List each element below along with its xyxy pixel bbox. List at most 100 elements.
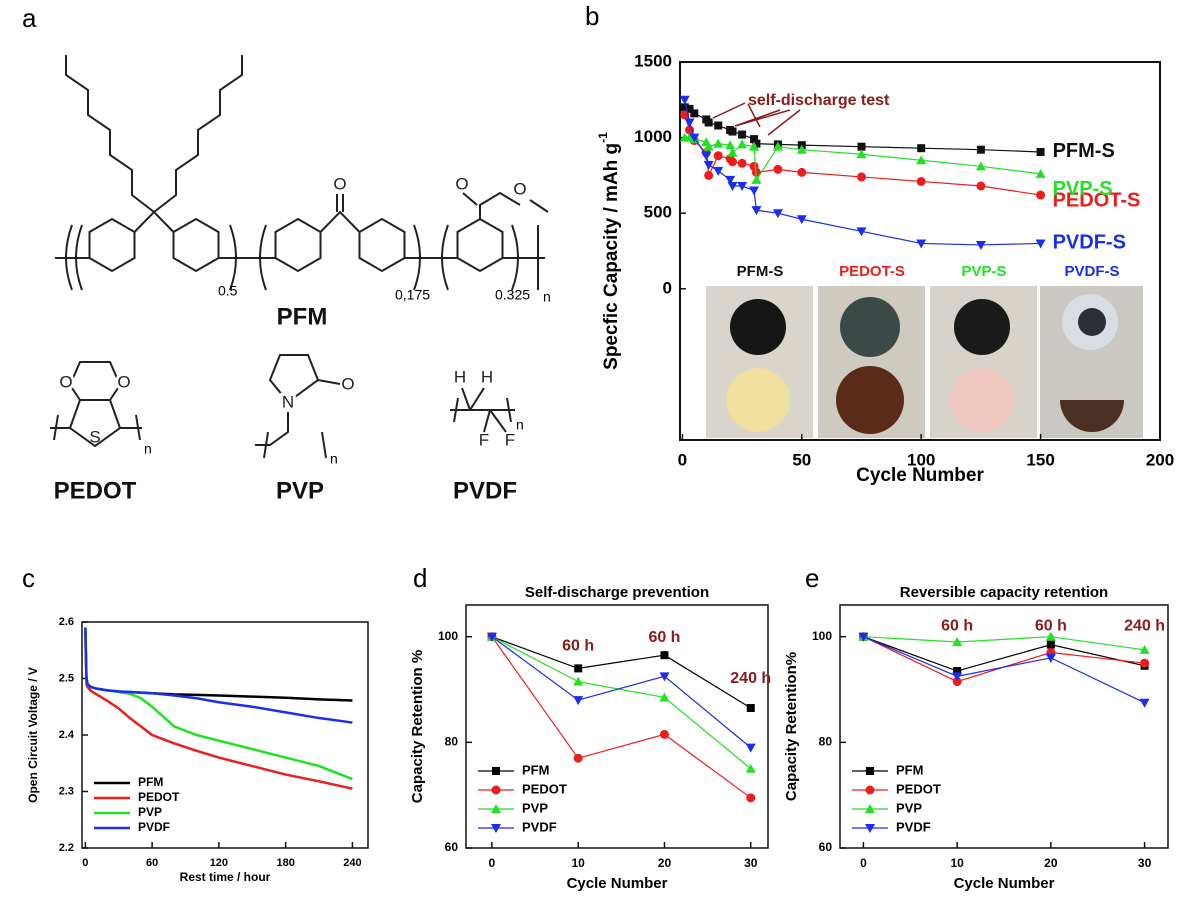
marker bbox=[857, 142, 866, 151]
separator bbox=[950, 368, 1014, 432]
atom: H bbox=[481, 367, 493, 386]
bond bbox=[529, 199, 549, 213]
marker bbox=[727, 181, 738, 191]
legend-label: PFM-S bbox=[1053, 140, 1115, 162]
plot-frame bbox=[679, 61, 1161, 441]
polymer-name: PFM bbox=[277, 303, 328, 330]
marker bbox=[865, 785, 875, 795]
marker bbox=[491, 824, 501, 833]
marker bbox=[684, 118, 695, 128]
marker bbox=[713, 151, 723, 161]
chain bbox=[153, 55, 243, 213]
x-tick-label: 30 bbox=[744, 856, 758, 870]
marker bbox=[916, 176, 926, 186]
marker bbox=[916, 239, 927, 249]
atom-bg: O bbox=[117, 372, 130, 391]
legend-label: PVP bbox=[522, 800, 548, 815]
y-axis-label: Capacity Retention % bbox=[409, 650, 426, 803]
atom: O bbox=[117, 372, 130, 391]
polymer-name: PVP bbox=[276, 477, 324, 504]
x-tick-label: 0 bbox=[82, 857, 88, 869]
series-line bbox=[863, 636, 1145, 651]
panel-label: c bbox=[22, 563, 35, 593]
marker bbox=[865, 804, 875, 813]
marker bbox=[1140, 658, 1150, 668]
panel-label: a bbox=[22, 3, 37, 33]
marker bbox=[796, 144, 807, 154]
separator bbox=[1060, 400, 1124, 432]
y-tick-label: 2.3 bbox=[59, 785, 74, 797]
annotation: 60 h bbox=[562, 637, 594, 654]
series-line bbox=[84, 627, 353, 724]
marker bbox=[701, 151, 712, 161]
x-tick-label: 20 bbox=[658, 856, 672, 870]
x-tick-label: 60 bbox=[146, 857, 158, 869]
marker bbox=[492, 767, 500, 775]
marker bbox=[680, 103, 689, 112]
series-line bbox=[84, 633, 353, 790]
marker bbox=[865, 824, 875, 833]
plot-frame bbox=[839, 604, 1169, 849]
electrode bbox=[730, 299, 786, 355]
marker bbox=[573, 696, 584, 706]
marker bbox=[491, 804, 501, 813]
x-tick-label: 180 bbox=[276, 857, 294, 869]
marker bbox=[749, 186, 760, 196]
marker bbox=[689, 133, 700, 143]
marker bbox=[573, 753, 583, 763]
inset-label: PFM-S bbox=[737, 263, 784, 280]
legend-label: PEDOT-S bbox=[1053, 189, 1141, 211]
marker bbox=[737, 181, 748, 191]
y-tick-label: 80 bbox=[445, 735, 459, 749]
x-tick-label: 10 bbox=[950, 856, 964, 870]
bracket bbox=[263, 431, 327, 459]
x-axis-label: Rest time / hour bbox=[180, 870, 271, 884]
legend-label: PVDF bbox=[522, 819, 557, 834]
annotation: 60 h bbox=[648, 629, 680, 646]
marker bbox=[975, 240, 986, 250]
annotation: 60 h bbox=[941, 617, 973, 634]
atom: N bbox=[282, 392, 294, 411]
legend-label: PFM bbox=[138, 775, 163, 789]
marker bbox=[952, 677, 962, 687]
marker bbox=[714, 121, 723, 130]
marker bbox=[486, 632, 497, 642]
inset-label: PVDF-S bbox=[1064, 263, 1119, 280]
electrode bbox=[954, 299, 1010, 355]
marker bbox=[659, 729, 669, 739]
bond bbox=[317, 379, 341, 385]
bond bbox=[255, 412, 289, 446]
panel-label: d bbox=[413, 563, 427, 593]
plot-frame bbox=[465, 604, 769, 849]
electrode bbox=[1078, 308, 1106, 336]
marker bbox=[738, 130, 747, 139]
panel-label: e bbox=[805, 563, 819, 593]
electrode bbox=[840, 297, 900, 357]
marker bbox=[703, 141, 714, 151]
series-line bbox=[684, 99, 1041, 246]
x-axis-label: Cycle Number bbox=[954, 875, 1055, 892]
marker bbox=[772, 209, 783, 219]
legend-label: PEDOT bbox=[522, 781, 567, 796]
marker bbox=[1036, 190, 1046, 200]
marker bbox=[1139, 644, 1150, 654]
marker bbox=[976, 181, 986, 191]
x-tick-label: 20 bbox=[1044, 856, 1058, 870]
y-tick-label: 1500 bbox=[634, 51, 672, 70]
y-axis-label: Open Circuit Voltage / V bbox=[26, 667, 40, 803]
marker bbox=[660, 651, 669, 660]
y-tick-label: 80 bbox=[819, 735, 833, 749]
y-tick-label: 100 bbox=[438, 629, 458, 643]
marker bbox=[690, 109, 699, 118]
subscript: 0.325 bbox=[495, 287, 530, 303]
legend-label: PVP bbox=[896, 800, 922, 815]
marker bbox=[749, 141, 760, 151]
bond bbox=[319, 210, 361, 233]
marker bbox=[916, 155, 927, 165]
marker bbox=[728, 157, 738, 167]
legend-label: PVDF bbox=[138, 820, 170, 834]
marker bbox=[917, 144, 926, 153]
x-tick-label: 30 bbox=[1138, 856, 1152, 870]
marker bbox=[752, 139, 761, 148]
marker bbox=[796, 215, 807, 225]
